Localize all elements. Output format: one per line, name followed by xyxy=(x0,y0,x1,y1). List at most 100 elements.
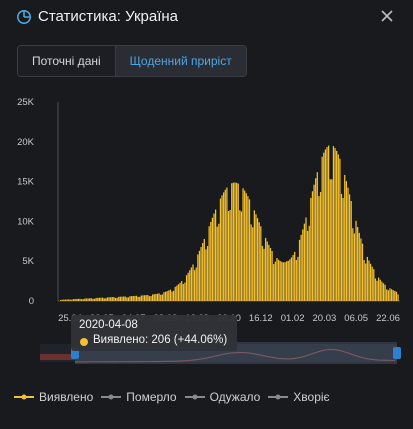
daily-bar xyxy=(311,191,314,301)
daily-bar xyxy=(344,174,346,301)
daily-bar xyxy=(160,294,162,301)
daily-bar xyxy=(366,256,368,301)
navigator-handle[interactable] xyxy=(393,347,401,359)
daily-bar xyxy=(368,260,370,301)
window-title: Статистика: Україна xyxy=(38,8,179,25)
line-marker-icon xyxy=(268,394,289,400)
view-tabs: Поточні дані Щоденний приріст xyxy=(17,45,247,77)
y-tick-label: 20K xyxy=(17,137,35,148)
daily-bar xyxy=(376,280,378,301)
daily-bar xyxy=(163,292,165,301)
daily-bar xyxy=(321,156,323,301)
daily-bar xyxy=(166,291,168,301)
daily-bar xyxy=(182,284,184,301)
daily-bar xyxy=(347,187,349,301)
daily-bar xyxy=(352,228,354,301)
legend-item-detected[interactable]: Виявлено xyxy=(14,390,93,404)
daily-bar xyxy=(318,196,320,301)
daily-bar xyxy=(386,289,388,301)
daily-bar xyxy=(357,226,359,301)
daily-bar xyxy=(269,248,272,301)
daily-bar xyxy=(384,284,386,301)
daily-bar xyxy=(200,247,202,301)
daily-bar xyxy=(143,295,146,301)
tab-current-data[interactable]: Поточні дані xyxy=(18,46,116,76)
daily-bar xyxy=(382,283,385,301)
daily-bar xyxy=(397,294,399,301)
daily-bar xyxy=(256,218,259,301)
daily-bar xyxy=(68,299,70,301)
daily-bar xyxy=(195,267,197,301)
daily-bar xyxy=(214,209,217,301)
x-tick-label: 22.06 xyxy=(376,313,400,324)
daily-bar xyxy=(229,209,231,301)
daily-bar xyxy=(208,226,210,301)
daily-bar xyxy=(363,260,365,301)
daily-bar xyxy=(176,285,178,301)
legend-item-died[interactable]: Померло xyxy=(101,390,177,404)
daily-bar xyxy=(213,213,215,301)
daily-bar xyxy=(174,286,176,301)
daily-bar xyxy=(281,261,283,301)
daily-bar xyxy=(374,278,377,301)
daily-bar xyxy=(378,277,380,301)
x-tick-label: 01.02 xyxy=(281,313,305,324)
legend-item-recovered[interactable]: Одужало xyxy=(184,390,261,404)
window-header: Статистика: Україна xyxy=(0,0,413,34)
daily-bar xyxy=(193,270,196,301)
daily-bar xyxy=(334,148,336,301)
daily-bar xyxy=(198,250,201,301)
daily-bar xyxy=(93,298,96,301)
chart-legend: Виявлено Померло Одужало Хворіє xyxy=(14,389,338,405)
tab-daily-growth[interactable]: Щоденний приріст xyxy=(115,46,246,76)
daily-bar xyxy=(85,298,88,301)
daily-bar xyxy=(315,178,317,301)
daily-bar xyxy=(327,145,330,301)
daily-bar xyxy=(129,296,131,301)
daily-bar xyxy=(72,299,75,301)
x-tick-label: 16.12 xyxy=(249,313,273,324)
daily-bar xyxy=(248,199,251,301)
legend-label: Одужало xyxy=(209,390,261,404)
daily-bar xyxy=(171,291,173,301)
chart-tooltip: 2020-04-08 Виявлено: 206 (+44.06%) xyxy=(71,315,237,351)
daily-bar xyxy=(147,294,149,301)
daily-bar xyxy=(245,193,247,301)
daily-bar xyxy=(79,298,81,301)
daily-bar xyxy=(169,289,172,301)
daily-bar xyxy=(277,259,280,301)
daily-bar xyxy=(365,263,367,301)
daily-bar xyxy=(150,296,152,301)
daily-bar xyxy=(298,239,301,301)
daily-bar xyxy=(300,234,302,301)
daily-bar xyxy=(205,249,207,301)
daily-bar xyxy=(211,217,214,301)
daily-bar xyxy=(184,282,186,301)
daily-bar xyxy=(121,296,123,301)
line-marker-icon xyxy=(14,394,34,400)
x-tick-label: 06.05 xyxy=(344,313,368,324)
daily-bar xyxy=(353,233,356,301)
daily-bar xyxy=(260,226,262,301)
daily-bar xyxy=(295,259,297,301)
daily-bar xyxy=(110,297,112,301)
daily-bar xyxy=(114,297,117,301)
daily-bar xyxy=(392,290,394,301)
close-icon[interactable] xyxy=(378,7,396,25)
daily-bar xyxy=(64,299,67,301)
daily-bar xyxy=(134,295,136,301)
daily-bar xyxy=(74,299,76,301)
y-tick-label: 0 xyxy=(29,296,34,307)
daily-bar xyxy=(361,243,364,301)
daily-bar xyxy=(63,299,65,301)
daily-bar xyxy=(179,282,181,301)
y-tick-label: 25K xyxy=(17,97,35,108)
daily-bar xyxy=(342,198,344,301)
daily-bar xyxy=(137,296,139,301)
legend-item-sick[interactable]: Хворіє xyxy=(268,390,330,404)
daily-bar xyxy=(323,152,325,301)
daily-bar xyxy=(290,257,293,301)
daily-bar xyxy=(124,296,126,301)
daily-bar xyxy=(185,275,188,301)
daily-bar xyxy=(206,246,209,301)
